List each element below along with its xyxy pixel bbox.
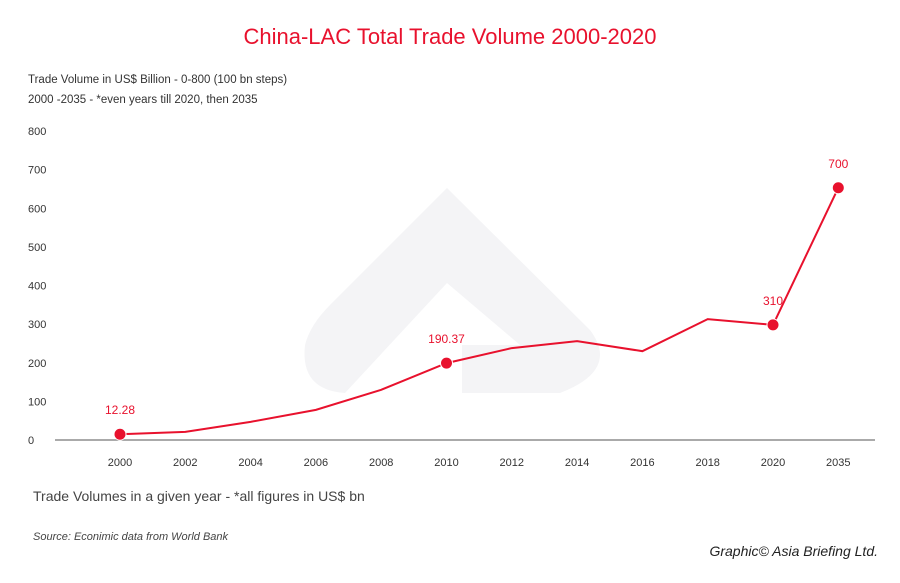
- chart-title: China-LAC Total Trade Volume 2000-2020: [243, 24, 657, 49]
- y-tick-label: 700: [28, 165, 46, 177]
- y-tick-label: 500: [28, 242, 46, 254]
- series-line: [119, 187, 840, 436]
- y-tick-label: 600: [28, 203, 46, 215]
- y-tick-label: 400: [28, 281, 46, 293]
- source-note: Source: Econimic data from World Bank: [33, 531, 229, 543]
- data-label: 12.28: [105, 403, 135, 417]
- data-point: [831, 181, 845, 195]
- x-tick-label: 2018: [695, 457, 719, 469]
- data-label: 190.37: [428, 332, 465, 346]
- x-tick-label: 2000: [108, 457, 132, 469]
- x-tick-label: 2012: [500, 457, 524, 469]
- y-tick-label: 800: [28, 126, 46, 138]
- subtitle-line-1: Trade Volume in US$ Billion - 0-800 (100…: [28, 74, 288, 86]
- x-tick-label: 2004: [238, 457, 262, 469]
- data-point: [440, 356, 453, 370]
- y-tick-label: 0: [28, 435, 34, 447]
- y-tick-label: 200: [28, 358, 46, 370]
- subtitle-line-2: 2000 -2035 - *even years till 2020, then…: [28, 94, 258, 106]
- data-point: [766, 318, 780, 332]
- data-label: 700: [828, 157, 848, 171]
- x-tick-label: 2014: [565, 457, 589, 469]
- y-tick-label: 300: [28, 319, 46, 331]
- x-tick-label: 2008: [369, 457, 393, 469]
- x-tick-label: 2016: [630, 457, 654, 469]
- y-tick-label: 100: [28, 396, 46, 408]
- watermark-logo: [304, 188, 600, 393]
- data-label: 310: [763, 294, 783, 308]
- x-axis-note: Trade Volumes in a given year - *all fig…: [33, 488, 365, 504]
- x-tick-label: 2006: [304, 457, 328, 469]
- x-tick-label: 2002: [173, 457, 197, 469]
- credit: Graphic© Asia Briefing Ltd.: [709, 543, 878, 559]
- x-tick-label: 2035: [826, 457, 850, 469]
- x-tick-label: 2020: [761, 457, 785, 469]
- data-point: [113, 427, 127, 441]
- x-tick-label: 2010: [434, 457, 458, 469]
